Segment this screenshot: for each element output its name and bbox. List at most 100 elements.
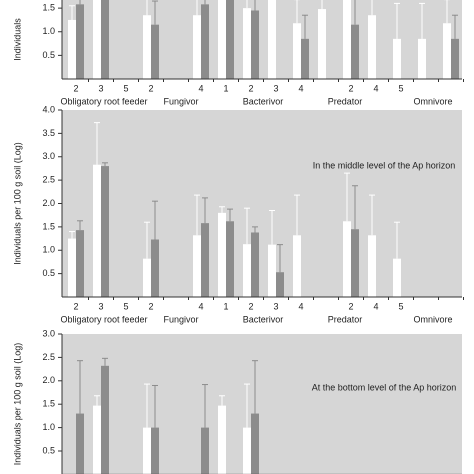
- bar: [218, 405, 226, 474]
- y-tick-label: 1.0: [42, 245, 55, 255]
- bar: [76, 413, 84, 474]
- bar: [93, 405, 101, 474]
- panel-title: At the bottom level of the Ap horizon: [312, 382, 457, 392]
- bar: [443, 23, 451, 79]
- bar: [293, 23, 301, 79]
- y-tick-label: 1.5: [42, 221, 55, 231]
- x-tick-label: 3: [273, 83, 278, 93]
- bar: [93, 0, 101, 79]
- x-tick-label: 5: [398, 301, 403, 311]
- y-tick-label: 1.5: [42, 3, 55, 13]
- bar: [251, 232, 259, 297]
- x-tick-label: 4: [198, 301, 203, 311]
- bar: [226, 0, 234, 79]
- x-tick-label: 3: [98, 83, 103, 93]
- bar: [393, 38, 401, 79]
- bar: [276, 272, 284, 297]
- bar: [143, 15, 151, 79]
- x-tick-label: 5: [123, 301, 128, 311]
- x-tick-label: 2: [73, 301, 78, 311]
- bar: [101, 0, 109, 79]
- y-tick-label: 0.5: [42, 268, 55, 278]
- group-label: Obligatory root feeder: [60, 314, 147, 324]
- bar: [418, 38, 426, 79]
- bar: [251, 413, 259, 474]
- bar: [143, 258, 151, 297]
- group-label: Predator: [328, 96, 363, 106]
- x-tick-label: 2: [148, 301, 153, 311]
- x-tick-label: 2: [248, 83, 253, 93]
- bar: [343, 221, 351, 297]
- plot-area: [62, 110, 462, 297]
- y-tick-label: 0.5: [42, 445, 55, 455]
- x-tick-label: 4: [373, 301, 378, 311]
- bar: [151, 24, 159, 80]
- bar: [101, 166, 109, 297]
- x-tick-label: 5: [398, 83, 403, 93]
- group-label: Predator: [328, 314, 363, 324]
- bar: [143, 427, 151, 474]
- x-tick-label: 4: [198, 83, 203, 93]
- bar: [343, 0, 351, 79]
- bar: [76, 4, 84, 79]
- bar: [451, 38, 459, 79]
- bar: [151, 427, 159, 474]
- x-tick-label: 2: [248, 301, 253, 311]
- bar: [101, 365, 109, 474]
- bar: [68, 19, 76, 79]
- y-tick-label: 1.5: [42, 399, 55, 409]
- bar: [218, 0, 226, 79]
- y-tick-label: 2.0: [42, 198, 55, 208]
- bar: [393, 258, 401, 297]
- x-tick-label: 3: [98, 301, 103, 311]
- y-tick-label: 2.5: [42, 352, 55, 362]
- bar: [268, 0, 276, 79]
- x-tick-label: 2: [348, 301, 353, 311]
- x-tick-label: 1: [223, 301, 228, 311]
- x-tick-label: 3: [273, 301, 278, 311]
- bar: [368, 235, 376, 297]
- bar: [318, 9, 326, 79]
- y-axis-label: Individuals per 100 g soil (Log): [12, 343, 22, 466]
- y-axis-label: Individuals per 100 g soil (Log): [12, 142, 22, 265]
- x-tick-label: 4: [298, 301, 303, 311]
- bar: [193, 15, 201, 79]
- group-label: Bacterivor: [243, 314, 284, 324]
- x-tick-label: 2: [348, 83, 353, 93]
- group-label: Omnivore: [413, 314, 452, 324]
- bar: [251, 10, 259, 79]
- bar: [243, 244, 251, 297]
- bar: [93, 164, 101, 297]
- group-label: Obligatory root feeder: [60, 96, 147, 106]
- y-axis-label: Individuals: [12, 18, 22, 61]
- group-label: Fungivor: [163, 314, 198, 324]
- group-label: Omnivore: [413, 96, 452, 106]
- x-tick-label: 4: [373, 83, 378, 93]
- bar: [293, 235, 301, 297]
- bar: [243, 427, 251, 474]
- group-label: Fungivor: [163, 96, 198, 106]
- x-tick-label: 5: [123, 83, 128, 93]
- group-label: Bacterivor: [243, 96, 284, 106]
- bar: [301, 38, 309, 79]
- x-tick-label: 2: [73, 83, 78, 93]
- bar: [76, 230, 84, 297]
- y-tick-label: 0.5: [42, 50, 55, 60]
- bar: [351, 24, 359, 80]
- panel-title: In the middle level of the Ap horizon: [313, 161, 456, 171]
- bar: [68, 238, 76, 297]
- bar: [201, 223, 209, 297]
- y-tick-label: 1.0: [42, 422, 55, 432]
- bar: [151, 239, 159, 297]
- plot-area: [62, 0, 462, 79]
- y-tick-label: 4.0: [42, 104, 55, 114]
- bar: [218, 212, 226, 297]
- bar: [201, 427, 209, 474]
- bar: [351, 229, 359, 297]
- y-tick-label: 3.5: [42, 128, 55, 138]
- y-tick-label: 3.0: [42, 328, 55, 338]
- y-tick-label: 2.0: [42, 375, 55, 385]
- bar: [226, 221, 234, 297]
- x-tick-label: 1: [223, 83, 228, 93]
